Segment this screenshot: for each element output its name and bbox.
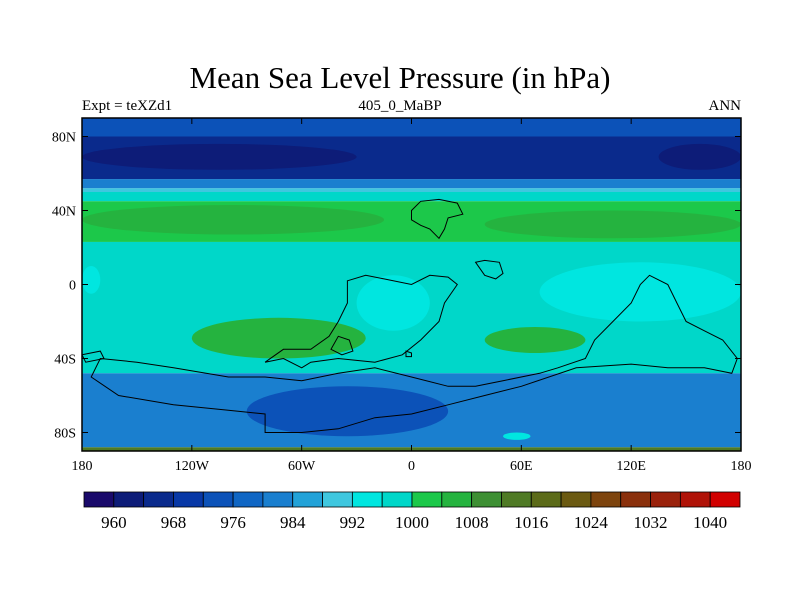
colorbar-swatch xyxy=(173,491,204,508)
outline-small-block-2 xyxy=(405,350,412,358)
band-3 xyxy=(82,188,741,192)
y-tick-label: 40N xyxy=(52,205,76,220)
colorbar-swatch xyxy=(560,491,592,508)
region-south-subtropical-high-east xyxy=(484,327,586,353)
continent-outlines xyxy=(82,198,738,433)
colorbar-swatch xyxy=(441,491,473,508)
colorbar-swatch xyxy=(620,491,651,508)
x-tick-label: 180 xyxy=(72,459,93,474)
x-tick-label: 0 xyxy=(408,459,415,474)
colorbar-swatch xyxy=(292,491,323,508)
chart-title: Mean Sea Level Pressure (in hPa) xyxy=(189,60,611,95)
colorbar-label: 992 xyxy=(340,513,366,532)
pressure-regions xyxy=(82,143,741,440)
outline-north-landmass xyxy=(411,198,464,240)
experiment-label: Expt = teXZd1 xyxy=(82,98,173,114)
y-tick-label: 80N xyxy=(52,131,76,146)
colorbar-label: 1016 xyxy=(514,513,548,532)
outline-north-china-block xyxy=(474,259,504,280)
colorbar-swatch xyxy=(679,491,711,508)
colorbar-swatch xyxy=(83,491,115,508)
colorbar-swatch xyxy=(113,491,145,508)
region-north-polar-low-east xyxy=(658,143,741,170)
colorbar-label: 1008 xyxy=(455,513,489,532)
colorbar-swatch xyxy=(381,491,413,508)
region-tropical-low-west xyxy=(82,266,101,294)
band-4 xyxy=(82,192,741,202)
y-tick-label: 80S xyxy=(54,427,76,442)
outline-gondwana xyxy=(90,274,738,433)
colorbar-swatch xyxy=(202,491,234,508)
colorbar-swatch xyxy=(232,491,264,508)
season-label: ANN xyxy=(708,98,742,114)
colorbar-swatch xyxy=(143,491,174,508)
colorbar-swatch xyxy=(322,491,353,508)
region-south-polar-low xyxy=(246,386,449,437)
colorbar-swatch xyxy=(530,491,562,508)
time-label: 405_0_MaBP xyxy=(358,98,442,114)
x-tick-label: 180 xyxy=(731,459,752,474)
outline-small-block-1 xyxy=(82,350,105,363)
outline-south-island xyxy=(330,335,354,356)
colorbar: 960 968 976 984 992 1000 1008 1016 1024 1032 1040 xyxy=(83,491,741,532)
region-tropical-low-central xyxy=(356,275,430,331)
colorbar-label: 1000 xyxy=(395,513,429,532)
colorbar-label: 1032 xyxy=(634,513,668,532)
region-south-polar-high-spot xyxy=(503,432,531,440)
band-0 xyxy=(82,118,741,137)
x-tick-label: 60W xyxy=(288,459,316,474)
region-tropical-low-east xyxy=(539,262,741,322)
colorbar-swatch xyxy=(411,491,443,508)
axes: 180 120W 60W 0 60E 120E 180 80N 40N 0 40S 80S xyxy=(52,118,752,474)
region-north-polar-low-west xyxy=(82,143,357,170)
colorbar-swatch xyxy=(262,491,294,508)
colorbar-swatch xyxy=(471,491,502,508)
colorbar-label: 976 xyxy=(220,513,246,532)
outline-laurussia-south xyxy=(264,274,458,369)
y-tick-label: 0 xyxy=(69,279,76,294)
colorbar-swatch xyxy=(709,491,741,508)
region-south-subtropical-high-west xyxy=(191,317,366,359)
band-2 xyxy=(82,179,741,189)
region-north-subtropical-high-west xyxy=(82,204,385,235)
colorbar-swatch xyxy=(351,491,383,508)
colorbar-swatch xyxy=(650,491,681,508)
x-tick-label: 120W xyxy=(175,459,210,474)
colorbar-swatch xyxy=(501,491,532,508)
x-tick-label: 60E xyxy=(510,459,533,474)
colorbar-swatch xyxy=(590,491,622,508)
region-north-subtropical-high-east xyxy=(484,210,741,239)
x-tick-label: 120E xyxy=(616,459,646,474)
y-tick-label: 40S xyxy=(54,353,76,368)
colorbar-label: 960 xyxy=(101,513,127,532)
colorbar-label: 968 xyxy=(161,513,187,532)
colorbar-label: 984 xyxy=(280,513,306,532)
colorbar-label: 1040 xyxy=(693,513,727,532)
colorbar-label: 1024 xyxy=(574,513,609,532)
